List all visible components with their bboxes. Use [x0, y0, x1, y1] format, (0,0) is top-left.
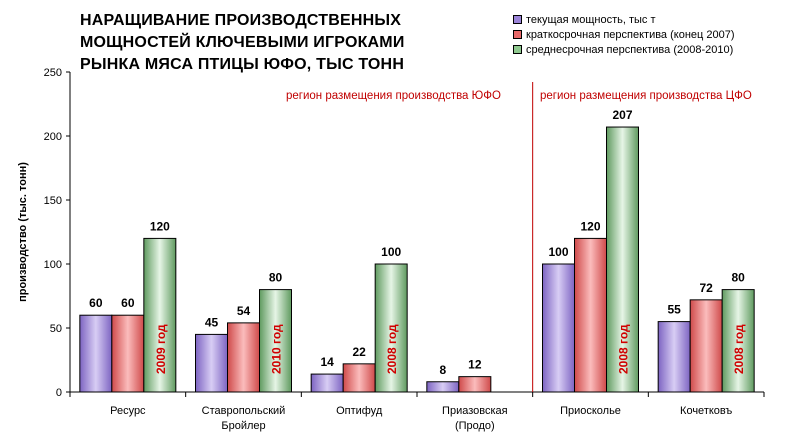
bar [574, 237, 607, 393]
x-tick-label: Приазовская [442, 405, 508, 417]
x-tick-label: Оптифуд [336, 405, 383, 417]
data-label: 100 [381, 245, 401, 259]
legend-item-mid-term: среднесрочная перспектива (2008-2010) [513, 42, 735, 57]
bars [79, 126, 755, 393]
chart-title: НАРАЩИВАНИЕ ПРОИЗВОДСТВЕННЫХ МОЩНОСТЕЙ К… [80, 10, 405, 76]
bar [721, 289, 755, 393]
y-axis-title: производство (тыс. тонн) [17, 162, 29, 302]
data-label: 14 [320, 355, 334, 369]
y-tick-label: 150 [44, 195, 62, 207]
y-tick-label: 200 [44, 131, 62, 143]
data-label: 60 [121, 296, 135, 310]
legend-swatch-current [513, 15, 522, 24]
legend-item-current: текущая мощность, тыс т [513, 12, 735, 27]
bar [259, 289, 292, 393]
bar [342, 363, 376, 393]
x-tick-label: Ресурс [110, 405, 146, 417]
data-label: 60 [89, 296, 103, 310]
bar [458, 376, 492, 393]
data-labels: Ресурс 60 60 120 2009 год Ставропольский Бройл… [89, 108, 746, 432]
axes: 0 50 100 150 200 250 [44, 67, 765, 399]
data-label: 54 [237, 304, 251, 318]
data-label: 80 [731, 271, 745, 285]
bar [689, 299, 723, 393]
legend-label-short-term: краткосрочная перспектива (конец 2007) [526, 28, 735, 41]
y-tick-label: 100 [44, 259, 62, 271]
data-label: 45 [205, 315, 219, 329]
bar-annotation: 2008 год [385, 324, 399, 374]
bar [657, 321, 691, 393]
x-tick-label: Бройлер [221, 420, 265, 432]
bar-annotation: 2008 год [617, 324, 631, 374]
data-label: 22 [352, 345, 366, 359]
legend-swatch-short-term [513, 30, 522, 39]
bar-annotation: 2010 год [270, 324, 284, 374]
y-tick-label: 250 [44, 67, 62, 79]
legend-label-mid-term: среднесрочная перспектива (2008-2010) [526, 43, 734, 56]
bar [310, 373, 344, 393]
bar [227, 322, 260, 393]
data-label: 100 [548, 245, 568, 259]
data-label: 12 [468, 358, 482, 372]
data-label: 8 [439, 363, 446, 377]
x-tick-label: Кочетковъ [680, 405, 732, 417]
legend-label-current: текущая мощность, тыс т [526, 13, 656, 26]
data-label: 207 [612, 108, 632, 122]
x-tick-label: Ставропольский [202, 405, 286, 417]
bar [426, 381, 460, 393]
region-label-cfo: регион размещения производства ЦФО [540, 90, 752, 102]
data-label: 120 [580, 219, 600, 233]
bar-annotation: 2008 год [732, 324, 746, 374]
x-tick-label: Приосколье [560, 405, 621, 417]
bar [195, 333, 228, 393]
data-label: 80 [269, 271, 283, 285]
bar [542, 263, 575, 393]
x-tick-label: (Продо) [455, 420, 495, 432]
y-tick-label: 50 [50, 323, 62, 335]
bar [143, 237, 177, 393]
chart-legend: текущая мощность, тыс т краткосрочная пе… [513, 12, 735, 57]
bar-annotation: 2009 год [154, 324, 168, 374]
data-label: 120 [150, 219, 170, 233]
chart-title-line-2: МОЩНОСТЕЙ КЛЮЧЕВЫМИ ИГРОКАМИ [80, 34, 405, 51]
bar [79, 314, 113, 393]
region-label-yufo: регион размещения производства ЮФО [286, 90, 501, 102]
chart-title-line-1: НАРАЩИВАНИЕ ПРОИЗВОДСТВЕННЫХ [80, 12, 402, 29]
bar [606, 126, 639, 393]
chart-title-line-3: РЫНКА МЯСА ПТИЦЫ ЮФО, ТЫС ТОНН [80, 56, 405, 73]
bar [374, 263, 408, 393]
legend-item-short-term: краткосрочная перспектива (конец 2007) [513, 27, 735, 42]
data-label: 72 [699, 281, 713, 295]
data-label: 55 [667, 303, 681, 317]
legend-swatch-mid-term [513, 45, 522, 54]
bar [111, 314, 145, 393]
y-tick-label: 0 [56, 387, 62, 399]
